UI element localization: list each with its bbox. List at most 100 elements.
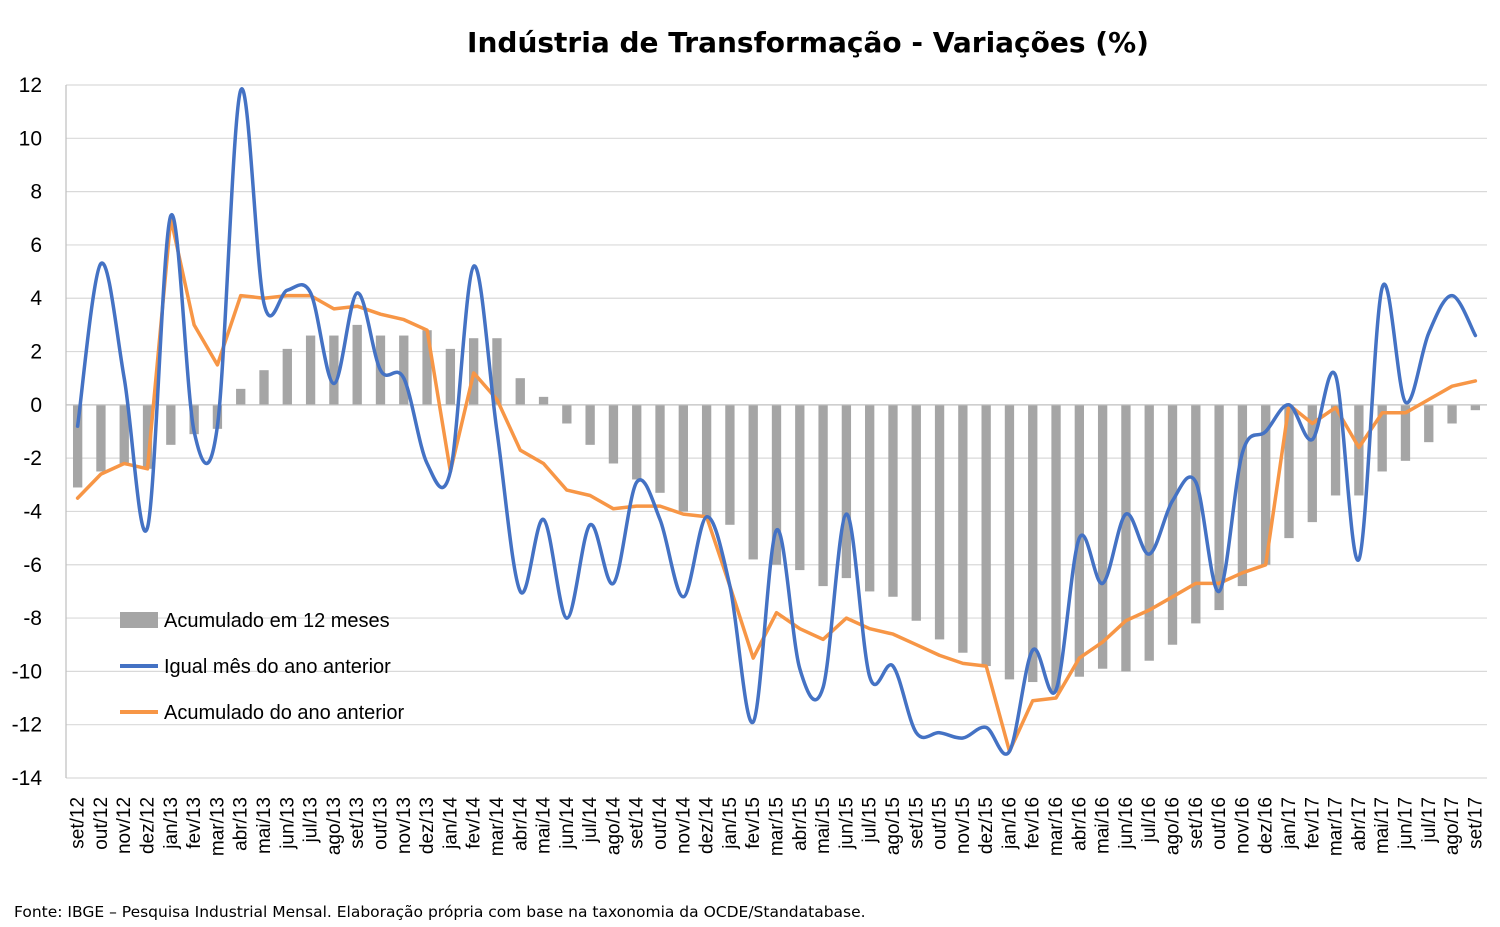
x-tick-label: out/13 <box>371 797 392 850</box>
x-tick-label: jun/16 <box>1116 797 1137 850</box>
x-tick-label: set/14 <box>627 797 648 849</box>
x-tick-label: jan/16 <box>1000 797 1021 850</box>
y-tick-label: 10 <box>19 127 42 150</box>
bar <box>678 404 688 512</box>
x-tick-label: set/12 <box>68 797 89 849</box>
bar <box>1144 404 1154 661</box>
x-tick-label: jul/16 <box>1139 797 1160 843</box>
y-tick-label: 6 <box>30 234 42 257</box>
x-tick-label: dez/15 <box>976 797 997 854</box>
x-tick-label: jun/14 <box>557 797 578 850</box>
x-tick-label: mar/16 <box>1046 797 1067 856</box>
bar <box>1284 404 1294 539</box>
x-tick-label: abr/14 <box>510 797 531 851</box>
x-tick-label: nov/13 <box>394 797 415 854</box>
bar <box>1447 404 1457 424</box>
y-tick-label: 0 <box>30 394 42 417</box>
bar <box>655 404 665 493</box>
bar <box>515 378 525 405</box>
y-tick-label: 12 <box>19 74 42 97</box>
x-tick-label: mai/17 <box>1372 797 1393 854</box>
y-tick-label: -2 <box>23 447 42 470</box>
x-tick-label: set/16 <box>1186 797 1207 849</box>
bar <box>841 404 852 579</box>
bar <box>865 404 875 592</box>
x-tick-label: mar/15 <box>767 797 788 856</box>
x-tick-label: out/12 <box>91 797 112 850</box>
x-tick-label: jun/17 <box>1396 797 1417 850</box>
x-tick-label: mai/14 <box>534 797 555 854</box>
bar <box>701 404 712 517</box>
y-tick-label: 2 <box>30 341 42 364</box>
x-tick-label: jul/17 <box>1419 797 1440 843</box>
bar <box>1377 404 1387 472</box>
bar <box>236 388 246 405</box>
bar <box>1004 404 1015 680</box>
line-series <box>75 87 1478 756</box>
x-tick-label: mai/16 <box>1093 797 1114 854</box>
y-tick-label: -10 <box>12 660 42 683</box>
bar <box>1097 404 1108 669</box>
bar <box>142 404 153 469</box>
bar <box>1214 404 1224 611</box>
bar <box>305 335 316 405</box>
line-igual-mes <box>75 87 1478 756</box>
bar <box>1051 404 1061 693</box>
bar <box>748 404 758 560</box>
bar <box>492 338 502 405</box>
bar <box>725 404 735 525</box>
bar <box>1191 404 1201 624</box>
bars-acumulado-12-meses <box>72 324 1481 693</box>
bar <box>934 404 945 640</box>
x-tick-label: out/16 <box>1209 797 1230 850</box>
bar <box>1354 404 1364 496</box>
bar <box>166 404 176 445</box>
x-tick-label: jun/13 <box>277 797 298 850</box>
bar <box>795 404 805 571</box>
gridlines <box>66 84 1487 779</box>
x-tick-label: out/15 <box>930 797 951 850</box>
x-tick-label: fev/17 <box>1302 797 1323 849</box>
x-tick-label: fev/16 <box>1023 797 1044 849</box>
source-note: Fonte: IBGE – Pesquisa Industrial Mensal… <box>14 903 866 921</box>
bar <box>1424 404 1434 443</box>
x-tick-label: mar/14 <box>487 797 508 857</box>
bar <box>1307 404 1317 523</box>
x-tick-label: out/14 <box>650 797 671 850</box>
bar <box>608 404 619 464</box>
x-tick-label: fev/14 <box>464 797 485 849</box>
bar <box>445 348 456 405</box>
x-tick-label: ago/16 <box>1163 797 1184 855</box>
y-tick-label: -4 <box>23 500 42 523</box>
legend-label-acumulado-12-meses: Acumulado em 12 meses <box>164 610 390 632</box>
x-axis-ticks: set/12 out/12 nov/12 dez/12 jan/13 fev/13 mar/… <box>68 797 1487 857</box>
legend-label-acumulado-ano: Acumulado do ano anterior <box>164 702 404 724</box>
x-tick-label: nov/12 <box>114 797 135 854</box>
x-tick-label: abr/16 <box>1069 797 1090 851</box>
bar <box>329 335 339 405</box>
x-tick-label: set/13 <box>347 797 368 849</box>
x-tick-label: dez/13 <box>417 797 438 854</box>
bar <box>1237 404 1248 587</box>
bar <box>259 370 269 405</box>
bar <box>771 404 782 565</box>
x-tick-label: mai/15 <box>813 797 834 854</box>
bar <box>911 404 921 621</box>
x-tick-label: ago/17 <box>1442 797 1463 855</box>
x-tick-label: jan/13 <box>161 797 182 850</box>
x-tick-label: ago/13 <box>324 797 345 855</box>
y-tick-label: -14 <box>12 767 43 790</box>
bar <box>352 324 362 405</box>
x-tick-label: ago/15 <box>883 797 904 855</box>
x-tick-label: dez/16 <box>1256 797 1277 854</box>
x-tick-label: mai/13 <box>254 797 275 854</box>
x-tick-label: ago/14 <box>603 797 624 856</box>
x-tick-label: dez/12 <box>138 797 159 854</box>
y-tick-label: -6 <box>23 554 42 577</box>
chart-title: Indústria de Transformação - Variações (… <box>467 26 1149 59</box>
y-tick-label: 8 <box>30 181 42 204</box>
bar <box>282 348 292 405</box>
x-tick-label: dez/14 <box>697 797 718 854</box>
x-tick-label: jan/15 <box>720 797 741 850</box>
bar <box>119 404 129 464</box>
